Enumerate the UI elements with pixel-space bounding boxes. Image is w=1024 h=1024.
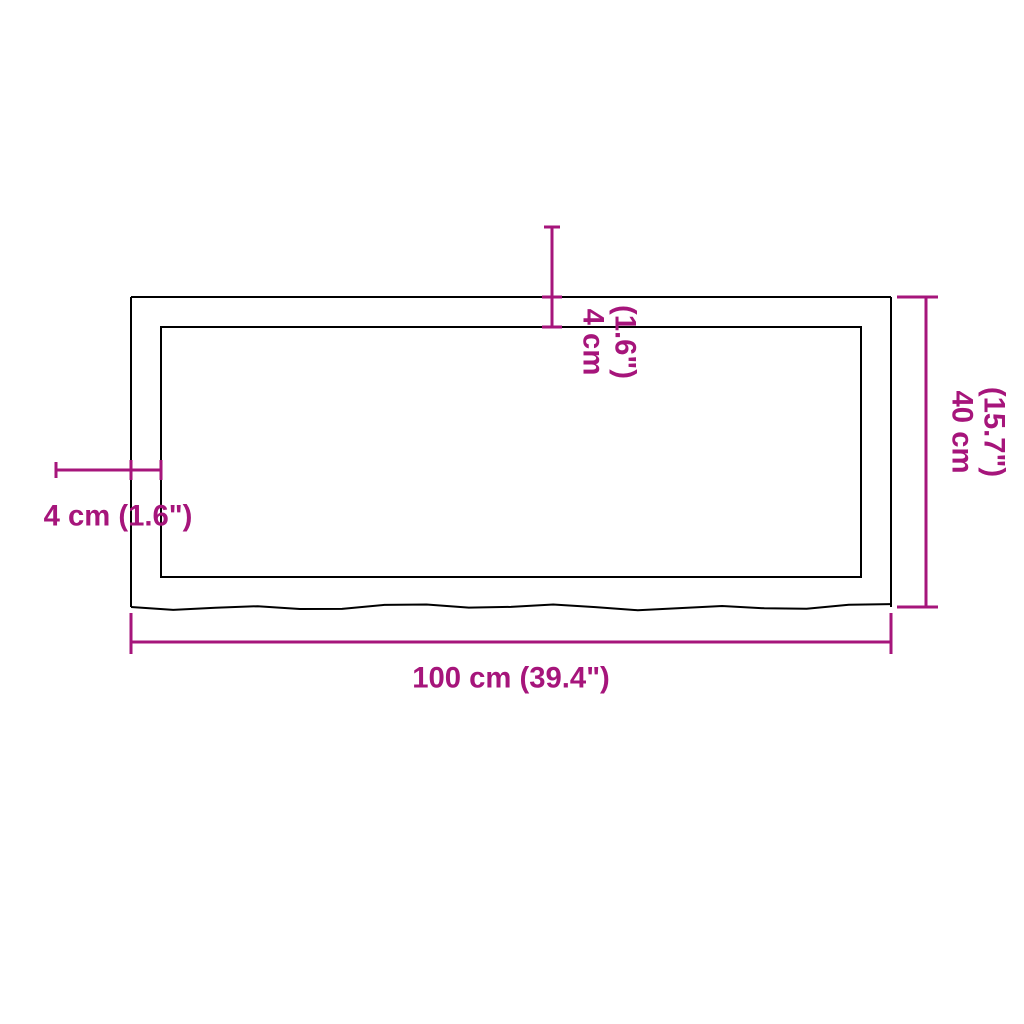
diagram-svg: 100 cm (39.4") 40 cm(15.7") 4 cm(1.6") 4 cm… [0, 0, 1024, 1024]
svg-text:40 cm: 40 cm [945, 391, 977, 474]
svg-text:(1.6"): (1.6") [608, 305, 640, 379]
svg-text:(15.7"): (15.7") [977, 387, 1009, 477]
svg-text:100 cm (39.4"): 100 cm (39.4") [412, 663, 610, 695]
svg-text:4 cm (1.6"): 4 cm (1.6") [44, 501, 193, 533]
svg-text:4 cm: 4 cm [576, 309, 608, 376]
dimension-diagram: 100 cm (39.4") 40 cm(15.7") 4 cm(1.6") 4 cm… [0, 0, 1024, 1024]
